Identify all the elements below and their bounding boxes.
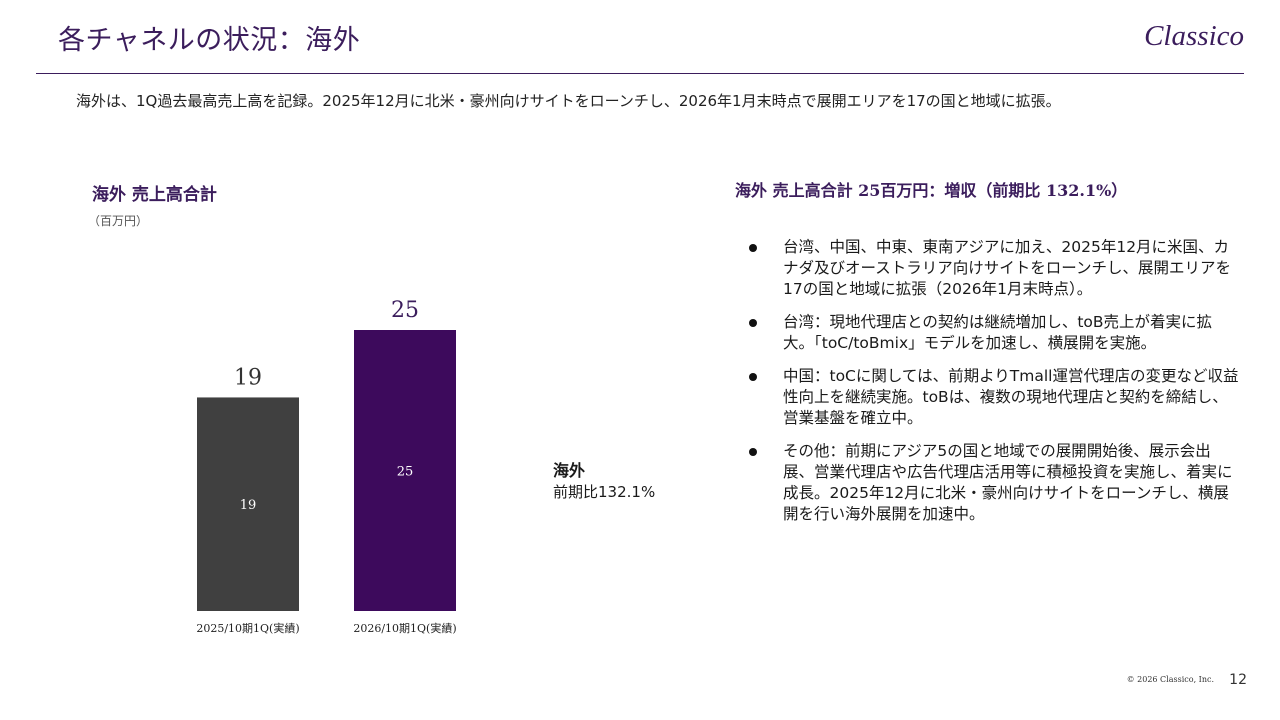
bar-inner-label: 19 xyxy=(240,498,257,513)
chart-title: 海外 売上高合計 xyxy=(92,185,217,205)
overseas-sales-chart: 19 19 2025/10期1Q(実績) 25 25 2026/10期1Q(実績) xyxy=(196,298,456,635)
page-number: 12 xyxy=(1229,672,1247,688)
side-note-yoy: 前期比132.1% xyxy=(553,483,656,501)
bullet-dot-icon xyxy=(749,448,757,456)
bar-value-label: 25 xyxy=(391,298,419,323)
page-title: 各チャネルの状況：海外 xyxy=(58,25,361,56)
brand-logo: Classico xyxy=(1144,20,1244,52)
bar-0 xyxy=(197,397,299,611)
right-panel-heading: 海外 売上高合計 25百万円：増収（前期比 132.1%） xyxy=(735,181,1128,200)
side-note-title: 海外 xyxy=(553,461,586,480)
bullet-item: その他：前期にアジア5の国と地域での展開開始後、展示会出展、営業代理店や広告代理… xyxy=(745,441,1240,525)
category-tick-label: 2025/10期1Q(実績) xyxy=(196,621,299,635)
chart-unit-label: （百万円） xyxy=(88,214,149,228)
category-tick-label: 2026/10期1Q(実績) xyxy=(353,621,456,635)
bullet-text: 中国：toCに関しては、前期よりTmall運営代理店の変更など収益性向上を継続実… xyxy=(783,367,1239,427)
summary-text: 海外は、1Q過去最高売上高を記録。2025年12月に北米・豪州向けサイトをローン… xyxy=(76,92,1061,110)
footer-copyright: © 2026 Classico, Inc. xyxy=(1126,675,1214,684)
bar-inner-label: 25 xyxy=(397,465,414,480)
bullet-dot-icon xyxy=(749,319,757,327)
bar-value-label: 19 xyxy=(234,365,262,390)
bullet-item: 中国：toCに関しては、前期よりTmall運営代理店の変更など収益性向上を継続実… xyxy=(745,366,1240,429)
bullet-dot-icon xyxy=(749,373,757,381)
bullet-text: 台湾：現地代理店との契約は継続増加し、toB売上が着実に拡大。「toC/toBm… xyxy=(783,313,1213,352)
bar-1 xyxy=(354,330,456,611)
bullet-item: 台湾、中国、中東、東南アジアに加え、2025年12月に米国、カナダ及びオーストラ… xyxy=(745,237,1240,300)
bullet-list: 台湾、中国、中東、東南アジアに加え、2025年12月に米国、カナダ及びオーストラ… xyxy=(745,237,1240,537)
header-divider xyxy=(36,73,1244,74)
bullet-text: その他：前期にアジア5の国と地域での展開開始後、展示会出展、営業代理店や広告代理… xyxy=(783,442,1233,523)
bullet-dot-icon xyxy=(749,244,757,252)
bullet-text: 台湾、中国、中東、東南アジアに加え、2025年12月に米国、カナダ及びオーストラ… xyxy=(783,238,1231,298)
bullet-item: 台湾：現地代理店との契約は継続増加し、toB売上が着実に拡大。「toC/toBm… xyxy=(745,312,1240,354)
